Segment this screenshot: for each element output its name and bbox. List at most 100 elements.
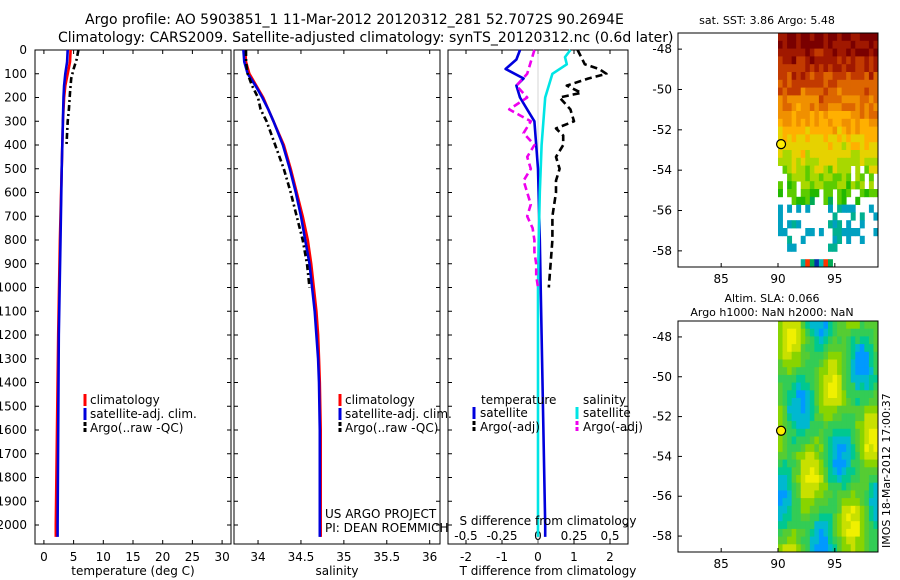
map-cell [868,451,874,460]
map-cell [782,521,788,530]
map-cell [828,344,833,353]
map-cell [828,103,833,112]
map-cell [855,536,861,545]
map-cell [800,544,806,553]
map-cell [841,157,847,166]
map-cell [796,444,802,453]
map-cell [837,173,843,182]
map-cell [850,536,856,545]
difference-xlabel: T difference from climatology [459,564,637,578]
map-cell [823,490,829,499]
map-cell [855,498,861,507]
map-cell [868,390,874,399]
map-cell [796,157,802,166]
map-cell [800,181,806,190]
map-cell [818,259,824,268]
map-cell [800,428,806,437]
map-cell [791,536,797,545]
map-cell [850,344,856,353]
map-cell [778,351,783,360]
map-cell [800,336,806,345]
y-tick-label: 1700 [0,447,27,461]
map-cell [818,103,824,112]
map-cell [814,405,820,414]
map-cell [873,428,879,437]
map-cell [796,48,802,57]
map-cell [855,126,861,135]
map-cell [787,444,793,453]
map-cell [828,165,833,174]
map-cell [800,405,806,414]
map-cell [828,505,833,514]
legend-salinity-title: salinity [583,393,626,407]
map-cell [805,390,811,399]
map-cell [828,118,833,127]
map-cell [846,475,852,484]
map-cell [855,390,861,399]
map-cell [855,87,861,96]
map-cell [864,95,870,104]
map-cell [859,421,865,430]
sst-map-title: sat. SST: 3.86 Argo: 5.48 [699,14,835,27]
map-cell [805,40,811,49]
map-cell [859,134,865,143]
map-cell [805,189,811,198]
map-cell [814,64,820,73]
map-cell [800,64,806,73]
map-cell [800,374,806,383]
map-cell [873,189,879,198]
map-cell [805,204,811,213]
map-cell [814,189,820,198]
map-cell [800,444,806,453]
map-cell [837,475,843,484]
map-cell [873,444,879,453]
map-cell [832,398,838,407]
map-cell [818,405,824,414]
map-cell [809,451,815,460]
map-cell [864,321,870,330]
map-cell [855,321,861,330]
map-cell [791,72,797,81]
map-cell [800,48,806,57]
map-cell [782,390,788,399]
map-cell [778,544,783,553]
map-cell [859,181,865,190]
map-cell [864,328,870,337]
map-cell [814,56,820,65]
map-cell [873,150,879,159]
map-cell [864,134,870,143]
map-cell [855,181,861,190]
y-tick-label: 0 [19,43,27,57]
legend-temp-argo: Argo(-adj) [480,420,540,434]
map-cell [859,359,865,368]
map-cell [800,521,806,530]
map-cell [818,173,824,182]
map-cell [800,56,806,65]
map-cell [805,48,811,57]
map-cell [859,142,865,151]
map-cell [800,359,806,368]
map-cell [809,544,815,553]
y-tick-label: 1100 [0,304,27,318]
map-cell [787,390,793,399]
map-cell [841,498,847,507]
map-cell [805,359,811,368]
map-cell [873,72,879,81]
map-cell [846,87,852,96]
map-cell [859,428,865,437]
map-cell [841,64,847,73]
map-cell [841,228,847,237]
map-cell [791,498,797,507]
map-cell [828,328,833,337]
map-y-tick-label: -58 [652,244,672,258]
map-cell [796,413,802,422]
map-cell [818,367,824,376]
x-tick-label-top: 0.25 [561,529,588,543]
map-cell [809,367,815,376]
map-cell [873,374,879,383]
map-cell [855,475,861,484]
map-cell [823,382,829,391]
map-cell [823,344,829,353]
map-cell [800,451,806,460]
map-cell [791,142,797,151]
